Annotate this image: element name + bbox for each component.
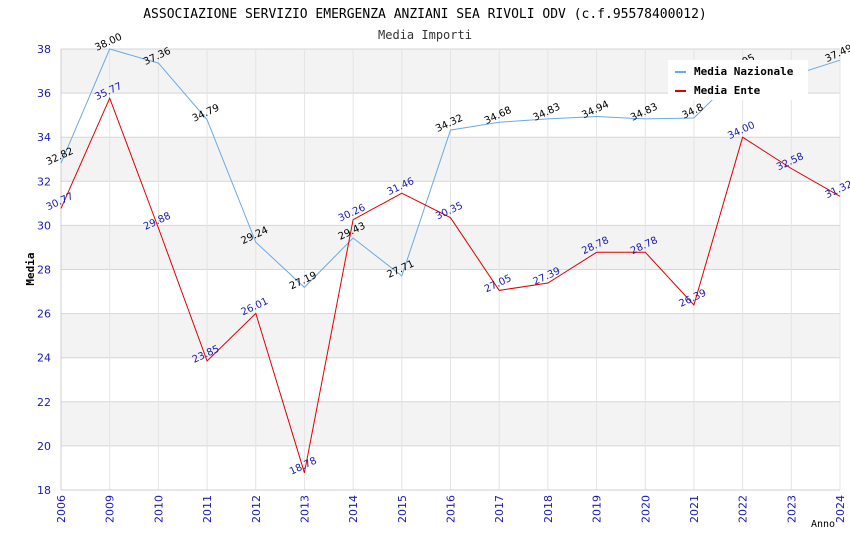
legend-box: [668, 60, 808, 100]
chart-title: ASSOCIAZIONE SERVIZIO EMERGENZA ANZIANI …: [143, 7, 707, 22]
x-tick-label: 2018: [542, 495, 555, 523]
y-axis-ticks: 18 20 22 24 26 28 30 32 34 36 38: [37, 43, 51, 497]
y-tick-label: 28: [37, 264, 51, 277]
series-line-ente: [60, 96, 841, 473]
data-label-ente: 27.05: [483, 273, 514, 295]
data-label-ente: 30.77: [45, 191, 76, 213]
x-tick-label: 2022: [737, 495, 750, 523]
legend: Media Nazionale Media Ente: [668, 60, 808, 100]
x-tick-label: 2019: [591, 495, 604, 523]
legend-label-nazionale: Media Nazionale: [694, 65, 794, 78]
y-tick-label: 26: [37, 308, 51, 321]
y-tick-label: 18: [37, 484, 51, 497]
data-label-ente: 31.32: [824, 179, 850, 201]
y-tick-label: 36: [37, 87, 51, 100]
x-tick-label: 2016: [445, 495, 458, 523]
chart-subtitle: Media Importi: [378, 28, 472, 42]
x-tick-label: 2020: [639, 495, 652, 523]
x-tick-label: 2023: [785, 495, 798, 523]
x-tick-label: 2015: [396, 495, 409, 523]
x-axis-label: Anno: [811, 519, 835, 530]
x-tick-label: 2012: [250, 495, 263, 523]
data-label-nazionale: 34.94: [580, 99, 611, 121]
y-tick-label: 24: [37, 352, 51, 365]
data-label-ente: 30.35: [434, 200, 465, 222]
x-tick-label: 2006: [55, 495, 68, 523]
data-label-ente: 26.39: [678, 288, 709, 310]
legend-label-ente: Media Ente: [694, 84, 761, 97]
data-label-nazionale: 27.19: [288, 270, 319, 292]
data-label-nazionale: 34.83: [629, 102, 660, 124]
x-axis-ticks: 2006 2009 2010 2011 2012 2013 2014 2015 2016 2017…: [55, 495, 847, 523]
y-tick-label: 30: [37, 219, 51, 232]
y-tick-label: 32: [37, 175, 51, 188]
y-tick-label: 22: [37, 396, 51, 409]
grid-lines: [60, 48, 841, 491]
x-tick-label: 2017: [493, 495, 506, 523]
y-tick-label: 38: [37, 43, 51, 56]
x-tick-label: 2024: [834, 495, 847, 523]
series-group: [60, 48, 841, 473]
series-line-nazionale: [60, 48, 841, 289]
data-label-nazionale: 34.32: [434, 113, 465, 135]
x-tick-label: 2013: [298, 495, 311, 523]
y-tick-label: 20: [37, 440, 51, 453]
axes: [60, 49, 840, 491]
data-label-nazionale: 34.68: [483, 105, 514, 127]
data-label-nazionale: 34.83: [532, 102, 563, 124]
x-tick-label: 2010: [152, 495, 165, 523]
x-tick-label: 2014: [347, 495, 360, 523]
x-tick-label: 2009: [104, 495, 117, 523]
x-tick-label: 2011: [201, 495, 214, 523]
data-label-ente: 18.78: [288, 455, 319, 477]
y-tick-label: 34: [37, 131, 51, 144]
x-tick-label: 2021: [688, 495, 701, 523]
y-axis-label: Media: [24, 252, 37, 285]
